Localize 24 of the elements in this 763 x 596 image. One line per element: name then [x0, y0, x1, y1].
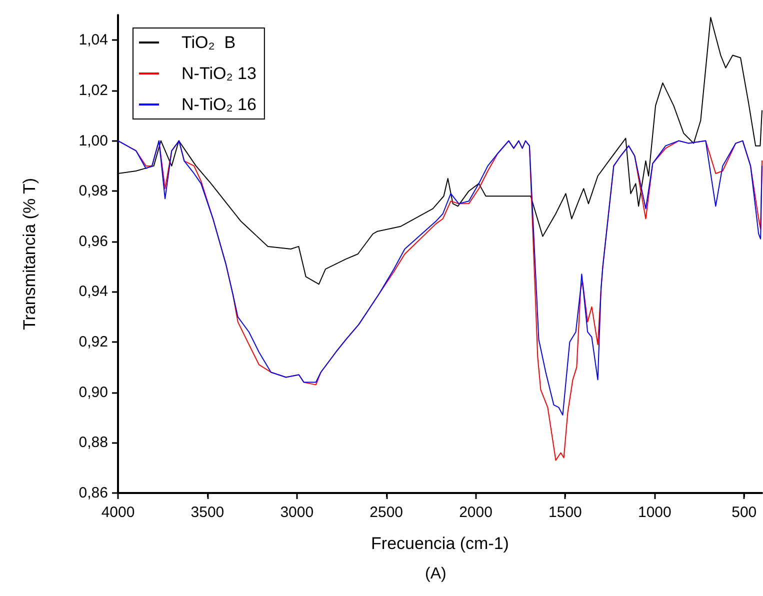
x-tick-label: 2500: [370, 504, 404, 521]
x-tick-label: 1500: [548, 504, 582, 521]
x-tick-label: 1000: [638, 504, 672, 521]
y-tick-label: 0,90: [78, 384, 108, 401]
x-tick-label: 3500: [190, 504, 224, 521]
y-axis-title: Transmitancia (% T): [20, 178, 39, 330]
y-tick-label: 1,00: [78, 132, 108, 150]
legend-label: N-TiO₂ 13: [182, 64, 256, 83]
x-tick-label: 500: [732, 504, 757, 521]
y-tick-label: 0,92: [78, 334, 108, 351]
x-tick-label: 4000: [101, 504, 135, 521]
x-tick-label: 3000: [280, 504, 314, 521]
y-tick-label: 0,98: [78, 182, 108, 200]
legend-label: TiO₂ B: [182, 33, 236, 52]
x-axis-title: Frecuencia (cm-1): [371, 534, 509, 553]
legend-label: N-TiO₂ 16: [182, 95, 256, 114]
y-tick-label: 0,94: [78, 283, 108, 300]
y-tick-label: 1,02: [78, 82, 108, 99]
x-tick-label: 2000: [459, 504, 492, 521]
y-tick-label: 0,96: [78, 232, 108, 250]
y-tick-label: 1,04: [78, 32, 108, 49]
y-tick-label: 0,86: [78, 484, 108, 502]
text: (A): [425, 566, 446, 582]
y-tick-label: 0,88: [78, 434, 108, 452]
